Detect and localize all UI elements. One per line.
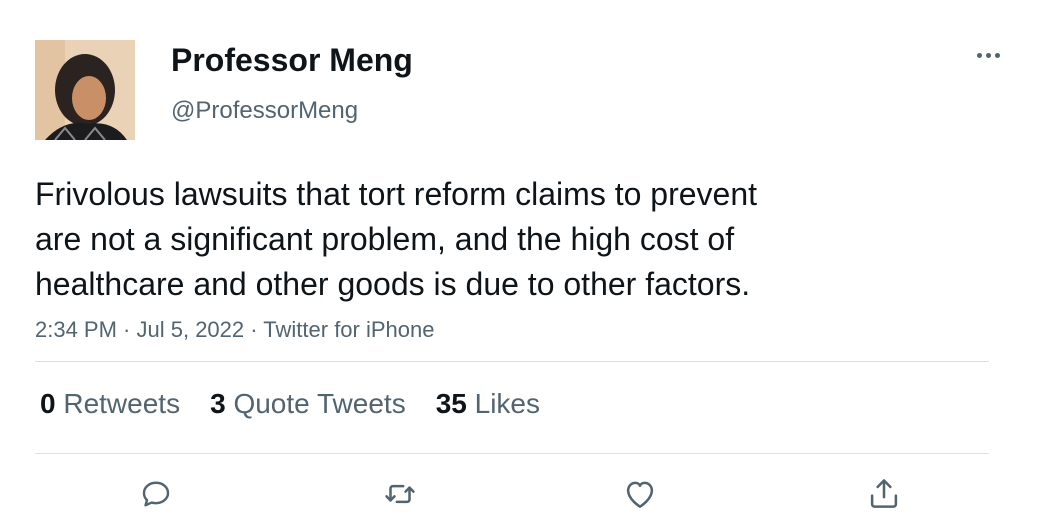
likes-count: 35 (435, 388, 467, 419)
engagement-stats: 0 Retweets 3 Quote Tweets 35 Likes (40, 388, 570, 420)
divider (35, 361, 989, 362)
heart-icon (626, 481, 654, 508)
tweet-time[interactable]: 2:34 PM (35, 317, 117, 342)
more-horizontal-icon (975, 52, 1002, 58)
author-handle[interactable]: @ProfessorMeng (171, 97, 359, 124)
author-name[interactable]: Professor Meng (171, 42, 413, 78)
retweet-icon (385, 484, 415, 504)
reply-icon (142, 481, 170, 507)
retweets-count: 0 (40, 388, 56, 419)
meta-separator: · (116, 317, 137, 342)
reply-button[interactable] (134, 472, 178, 516)
quote-tweets-count: 3 (210, 388, 226, 419)
tweet-date[interactable]: Jul 5, 2022 (136, 317, 245, 342)
tweet-text-line: are not a significant problem, and the h… (35, 221, 735, 257)
tweet-text-line: Frivolous lawsuits that tort reform clai… (35, 176, 758, 212)
retweets-stat[interactable]: 0 Retweets (40, 388, 180, 420)
tweet-text-line: healthcare and other goods is due to oth… (35, 266, 751, 302)
tweet-source[interactable]: Twitter for iPhone (263, 317, 435, 342)
avatar[interactable] (35, 40, 135, 140)
more-options-button[interactable] (968, 40, 1008, 70)
share-icon (870, 479, 898, 508)
retweets-label: Retweets (63, 388, 181, 419)
quote-tweets-label: Quote Tweets (233, 388, 406, 419)
tweet-meta: 2:34 PM · Jul 5, 2022 · Twitter for iPho… (35, 317, 434, 343)
tweet-text: Frivolous lawsuits that tort reform clai… (35, 172, 935, 307)
likes-label: Likes (474, 388, 541, 419)
quote-tweets-stat[interactable]: 3 Quote Tweets (210, 388, 406, 420)
like-button[interactable] (618, 472, 662, 516)
likes-stat[interactable]: 35 Likes (436, 388, 540, 420)
meta-separator: · (244, 317, 264, 342)
retweet-button[interactable] (378, 472, 422, 516)
divider (35, 453, 989, 454)
share-button[interactable] (862, 472, 906, 516)
